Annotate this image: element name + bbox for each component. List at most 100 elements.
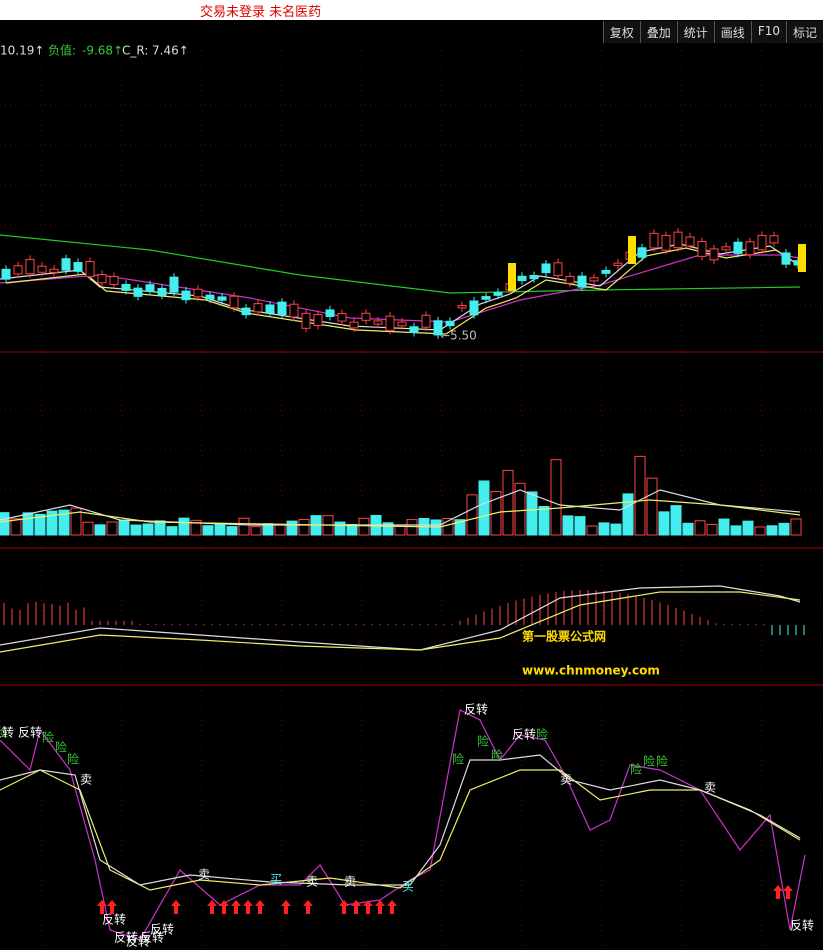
arrow-up [231, 900, 241, 914]
volume-bar [58, 509, 70, 536]
signal-risk: 险 [452, 752, 464, 767]
toolbar-button[interactable]: 画线 [713, 21, 751, 43]
candle [745, 241, 755, 256]
signal-sell: 卖 [704, 781, 716, 795]
signal-sell: 卖 [198, 868, 210, 882]
signal-risk: 险 [643, 754, 655, 769]
candle [145, 284, 155, 292]
toolbar-button[interactable]: 标记 [785, 21, 823, 43]
candle [577, 275, 587, 288]
candle [349, 321, 359, 329]
signal-reversal: 反转 [126, 934, 150, 949]
signal-risk: 险 [42, 730, 54, 745]
toolbar-button[interactable]: 叠加 [639, 21, 677, 43]
signal-reversal: 反转 [140, 930, 164, 945]
signal-reversal: 反转 [150, 922, 174, 937]
candle [301, 312, 311, 329]
volume-bar [586, 525, 598, 536]
volume-bar [730, 525, 742, 536]
volume-bar [0, 512, 10, 536]
signal-risk: 险 [477, 734, 489, 749]
candle [589, 277, 599, 282]
volume-bar [778, 522, 790, 536]
volume-bar [550, 459, 562, 536]
volume-bar [106, 521, 118, 536]
neg-value: -9.68↑ [82, 44, 123, 58]
candle [613, 262, 623, 267]
candle [397, 321, 407, 327]
candle [685, 236, 695, 247]
volume-bar [34, 513, 46, 536]
toolbar: 复权 叠加 统计 画线 F10 标记 [602, 21, 823, 43]
candle [445, 320, 455, 327]
arrow-up [351, 900, 361, 914]
volume-bar [178, 517, 190, 536]
candle [733, 241, 743, 254]
volume-bar [154, 520, 166, 536]
arrow-up [363, 900, 373, 914]
arrow-up [243, 900, 253, 914]
arrow-up [783, 885, 793, 899]
volume-bar [478, 480, 490, 536]
signal-buy: 买 [402, 880, 414, 894]
toolbar-button[interactable]: F10 [750, 21, 786, 43]
candle [433, 320, 443, 336]
candle [157, 287, 167, 296]
candle [457, 305, 467, 309]
candle [265, 304, 275, 314]
volume-bar [406, 519, 418, 536]
candle [781, 252, 791, 265]
signal-sell: 卖 [560, 773, 572, 787]
candle [121, 283, 131, 291]
signal-reversal: 反转 [114, 930, 138, 945]
volume-bar [202, 525, 214, 536]
volume-bar [514, 482, 526, 536]
candle [421, 314, 431, 328]
volume-bar [130, 524, 142, 536]
signal-reversal: 反转 [512, 727, 536, 742]
candle [49, 268, 59, 273]
arrow-up [171, 900, 181, 914]
candle [409, 326, 419, 333]
arrow-up [255, 900, 265, 914]
arrow-up [375, 900, 385, 914]
candle [673, 231, 683, 249]
volume-bar [634, 455, 646, 536]
candle [481, 296, 491, 300]
arrow-up [773, 885, 783, 899]
volume-bar [274, 523, 286, 536]
candle [553, 262, 563, 276]
cr-label: C_R: [122, 44, 148, 58]
volume-bar [682, 522, 694, 536]
signal-risk: 险 [55, 740, 67, 755]
candle [493, 291, 503, 296]
volume-bar [226, 526, 238, 536]
title-bar: 交易未登录 未名医药 [0, 0, 823, 20]
candle [508, 263, 516, 291]
candle [661, 234, 671, 251]
signal-sell: 卖 [80, 773, 92, 787]
volume-bar [658, 511, 670, 536]
candle [709, 248, 719, 261]
toolbar-button[interactable]: 复权 [602, 21, 640, 43]
candle [61, 258, 71, 271]
volume-bar [334, 521, 346, 536]
candle [253, 303, 263, 313]
toolbar-button[interactable]: 统计 [676, 21, 714, 43]
k-line [0, 709, 806, 941]
candle [361, 312, 371, 321]
candle [628, 236, 636, 264]
neg-label: 负值: [48, 43, 76, 58]
signal-reversal: 反转 [790, 918, 814, 933]
volume-bar [286, 520, 298, 536]
candle [85, 261, 95, 278]
candle [697, 241, 707, 257]
candle [1, 268, 11, 280]
volume-bar [694, 520, 706, 536]
candle [289, 303, 299, 318]
title: 交易未登录 未名医药 [200, 5, 322, 20]
volume-bar [646, 477, 658, 536]
volume-bar [382, 522, 394, 536]
volume-bar [598, 522, 610, 536]
